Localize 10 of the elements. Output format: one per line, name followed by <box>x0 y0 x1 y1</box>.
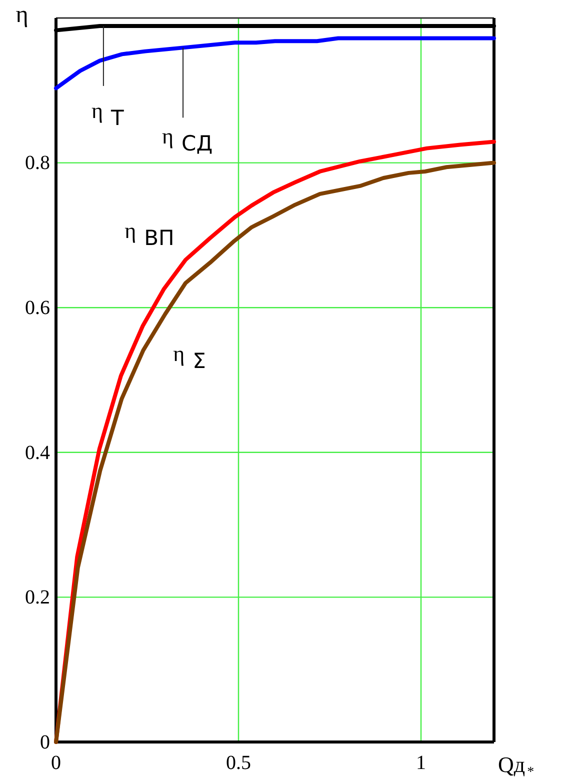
y-tick-label: 0.4 <box>25 442 50 464</box>
x-tick-label: 1 <box>416 752 426 774</box>
y-axis-title: η <box>16 2 28 28</box>
y-tick-label: 0.2 <box>25 586 50 609</box>
y-tick-label: 0.8 <box>25 152 50 174</box>
x-axis-title: Qд$_{*}$ <box>498 752 534 780</box>
y-tick-label: 0.6 <box>25 297 50 319</box>
x-tick-label: 0.5 <box>226 752 251 774</box>
line-series <box>54 36 496 90</box>
y-tick-label: 0 <box>40 731 50 754</box>
